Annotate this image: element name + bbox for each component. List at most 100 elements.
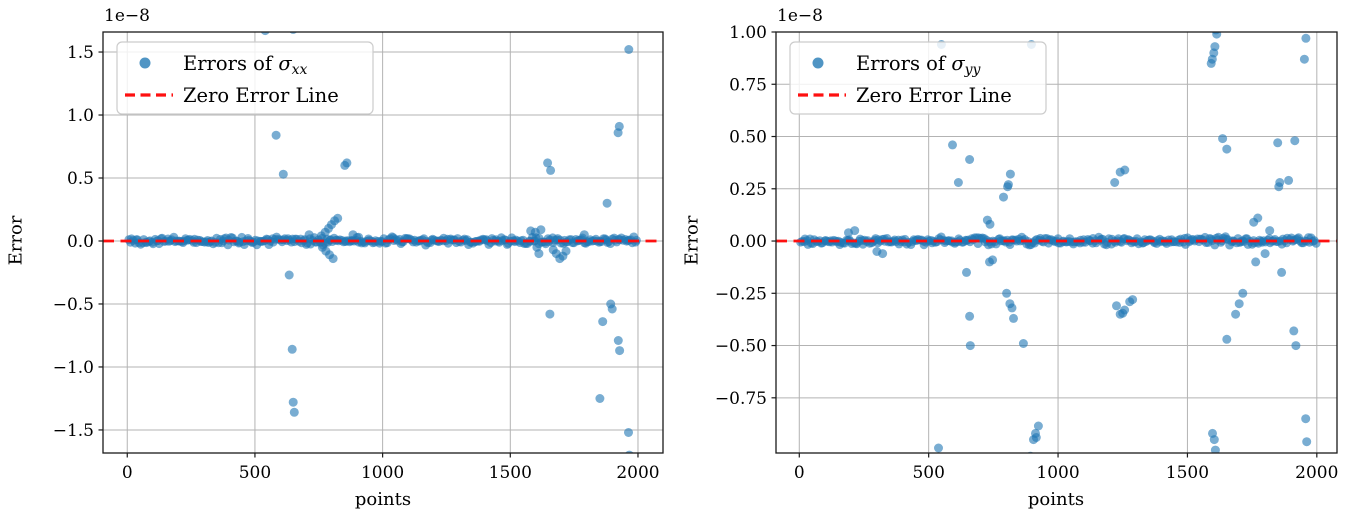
error-point (546, 165, 556, 175)
error-point (953, 178, 963, 187)
legend-scatter-marker (812, 57, 824, 69)
legend-box (116, 41, 374, 115)
x-tick-label: 2000 (616, 463, 659, 483)
error-point (1018, 339, 1028, 348)
error-point (878, 249, 888, 259)
error-point (1273, 138, 1283, 148)
error-point (625, 450, 634, 453)
tick-labels: 0 500 1000 1500 2000 1.00 0.75 0.50 0.25 0.00 −0.2… (715, 23, 1339, 483)
error-point (1222, 144, 1232, 154)
error-point (1301, 414, 1311, 424)
y-tick-label: −1.5 (53, 421, 94, 441)
error-point (1231, 309, 1241, 319)
error-point (1120, 165, 1130, 175)
x-tick-label: 500 (912, 463, 944, 483)
error-point (543, 158, 553, 168)
error-point (1260, 249, 1270, 259)
plot-sigma-yy: 0 500 1000 1500 2000 1.00 0.75 0.50 0.25 0.00 −0.2… (715, 23, 1339, 483)
error-point (1302, 437, 1312, 447)
error-point (1311, 239, 1321, 248)
y-tick-label: −0.25 (715, 284, 767, 304)
x-tick-label: 0 (794, 463, 805, 483)
legend-label-zero-line: Zero Error Line (183, 84, 339, 107)
error-point (342, 158, 352, 168)
x-tick-label: 1500 (1166, 463, 1209, 483)
x-tick-label: 1000 (1036, 463, 1079, 483)
y-tick-label: 1.0 (67, 106, 94, 126)
y-tick-label: −0.50 (715, 337, 767, 357)
error-point (613, 336, 623, 345)
tick-labels: 0 500 1000 1500 2000 1.5 1.0 0.5 0.0 −0.5 −1.0 −1.5 (53, 43, 660, 483)
error-point (561, 246, 571, 256)
tick-marks (98, 51, 639, 458)
error-point (1274, 182, 1284, 192)
legend: Errors of σxx Zero Error Line (116, 41, 374, 115)
axes-frame (775, 31, 1338, 454)
error-point (1218, 134, 1228, 144)
error-point (965, 341, 975, 351)
error-point (1120, 305, 1130, 315)
error-point (1299, 54, 1309, 64)
error-point (333, 213, 343, 223)
error-point (602, 198, 612, 208)
error-point (534, 249, 544, 259)
y-tick-label: 0.25 (729, 180, 767, 200)
error-point (1238, 288, 1248, 298)
error-point (962, 267, 971, 277)
y-tick-label: −0.75 (715, 389, 767, 409)
error-point (257, 453, 266, 462)
x-tick-label: 1500 (489, 463, 532, 483)
error-point (965, 311, 975, 321)
error-point (1289, 326, 1299, 336)
error-point (328, 254, 338, 264)
error-point (1002, 288, 1012, 298)
error-point (965, 155, 975, 164)
error-point (1128, 295, 1138, 305)
tick-marks (771, 31, 1318, 458)
legend-label-zero-line: Zero Error Line (856, 84, 1012, 107)
error-point (850, 226, 860, 236)
x-tick-label: 500 (239, 463, 271, 483)
error-point (304, 230, 314, 240)
error-point (598, 317, 608, 327)
error-point (1251, 257, 1261, 267)
y-tick-label: 0.50 (729, 128, 767, 148)
error-point (1033, 421, 1043, 431)
legend-scatter-marker (139, 57, 151, 69)
error-point (289, 407, 299, 417)
error-point (1007, 303, 1017, 313)
error-point (988, 255, 998, 265)
error-point (1291, 341, 1301, 351)
y-tick-label: 0.5 (67, 169, 94, 189)
error-point (1005, 169, 1015, 179)
x-tick-label: 1000 (361, 463, 404, 483)
error-point (1290, 136, 1300, 146)
error-point (628, 22, 637, 31)
error-point (1284, 175, 1294, 185)
y-tick-label: 0.0 (67, 232, 94, 252)
error-point (1031, 433, 1041, 442)
legend-label-errors: Errors of σyy (856, 52, 982, 78)
error-point (1265, 226, 1275, 236)
error-point (1222, 334, 1232, 344)
error-point (278, 169, 288, 179)
error-point (999, 192, 1008, 202)
error-point (260, 32, 270, 36)
error-point (1003, 180, 1013, 190)
legend-box (789, 41, 1047, 115)
error-point (1301, 33, 1311, 43)
y-tick-label: 1.00 (729, 23, 767, 43)
error-point (1027, 32, 1032, 33)
error-point (934, 443, 943, 453)
legend-label-errors: Errors of σxx (183, 52, 308, 78)
error-point (1253, 213, 1263, 223)
y-tick-label: 0.75 (729, 75, 767, 95)
error-point (271, 130, 281, 140)
error-point (1210, 445, 1220, 453)
error-point (1212, 32, 1222, 39)
y-tick-label: 0.00 (729, 232, 767, 252)
x-tick-label: 2000 (1295, 463, 1338, 483)
error-point (595, 394, 605, 403)
